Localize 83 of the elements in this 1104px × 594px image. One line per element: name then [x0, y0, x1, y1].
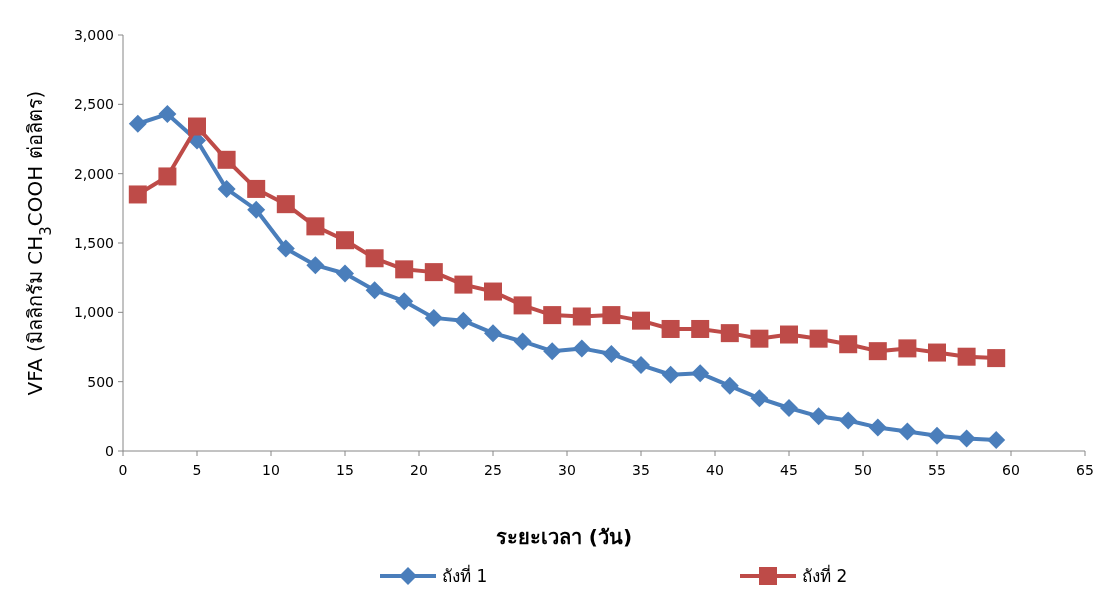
point: [128, 114, 147, 133]
point: [276, 195, 295, 214]
x-axis-title: ระยะเวลา (วัน): [495, 525, 633, 549]
point: [336, 231, 354, 250]
x-tick-label: 60: [1002, 462, 1020, 478]
point: [247, 200, 266, 219]
point: [957, 347, 976, 366]
point: [928, 343, 946, 362]
point: [365, 249, 384, 268]
point: [484, 324, 502, 343]
point: [543, 306, 562, 325]
point: [661, 365, 680, 384]
y-tick-label: 3,000: [73, 27, 114, 43]
point: [217, 150, 236, 169]
legend-label: ถังที่ 1: [442, 564, 488, 586]
point: [454, 275, 473, 294]
point: [602, 344, 621, 363]
x-tick-label: 30: [558, 462, 576, 478]
y-tick-label: 1,500: [73, 235, 114, 251]
point: [513, 296, 532, 315]
x-tick-label: 65: [1076, 462, 1094, 478]
point: [720, 376, 739, 395]
point: [424, 263, 443, 282]
point: [898, 422, 917, 441]
x-tick-label: 20: [410, 462, 428, 478]
point: [158, 167, 177, 186]
x-tick-label: 15: [336, 462, 354, 478]
point: [336, 264, 354, 283]
x-tick-label: 35: [632, 462, 650, 478]
y-tick-label: 2,000: [73, 165, 114, 182]
x-tick-label: 45: [780, 462, 798, 478]
point: [987, 349, 1006, 368]
point: [572, 339, 591, 358]
point: [217, 179, 236, 198]
point: [987, 430, 1006, 449]
point: [128, 185, 147, 204]
x-tick-label: 10: [262, 462, 280, 478]
point: [750, 389, 769, 408]
point: [780, 325, 798, 344]
point: [809, 329, 828, 348]
point: [306, 217, 325, 236]
point: [484, 282, 502, 301]
x-tick-label: 40: [706, 462, 724, 478]
point: [661, 319, 680, 338]
point: [809, 407, 828, 426]
point: [957, 429, 976, 448]
point: [691, 319, 710, 338]
point: [247, 179, 266, 198]
point: [306, 256, 325, 275]
point: [572, 307, 591, 326]
point: [395, 292, 414, 311]
point: [839, 411, 858, 430]
x-tick-label: 0: [118, 462, 128, 478]
x-tick-label: 50: [854, 462, 872, 478]
x-tick-label: 25: [484, 462, 502, 478]
point: [868, 418, 887, 437]
point: [602, 306, 621, 325]
point: [454, 311, 473, 330]
point: [691, 364, 710, 383]
point: [365, 281, 384, 300]
point: [898, 339, 917, 358]
point: [780, 399, 798, 418]
legend-label: ถังที่ 2: [802, 564, 848, 586]
point: [543, 342, 562, 361]
y-tick-label: 500: [87, 373, 114, 390]
point: [188, 117, 206, 136]
point: [513, 332, 532, 351]
y-tick-label: 2,500: [73, 96, 114, 113]
point: [424, 308, 443, 327]
y-tick-label: 1,000: [73, 304, 114, 321]
point: [395, 260, 414, 279]
point: [276, 239, 295, 258]
point: [632, 311, 650, 330]
point: [928, 426, 946, 445]
x-tick-label: 55: [928, 462, 946, 478]
point: [632, 356, 650, 375]
point: [868, 342, 887, 361]
point: [720, 324, 739, 343]
point: [158, 105, 177, 124]
x-tick-label: 5: [192, 462, 202, 478]
point: [839, 335, 858, 354]
y-tick-label: 0: [105, 443, 114, 459]
point: [750, 329, 769, 348]
